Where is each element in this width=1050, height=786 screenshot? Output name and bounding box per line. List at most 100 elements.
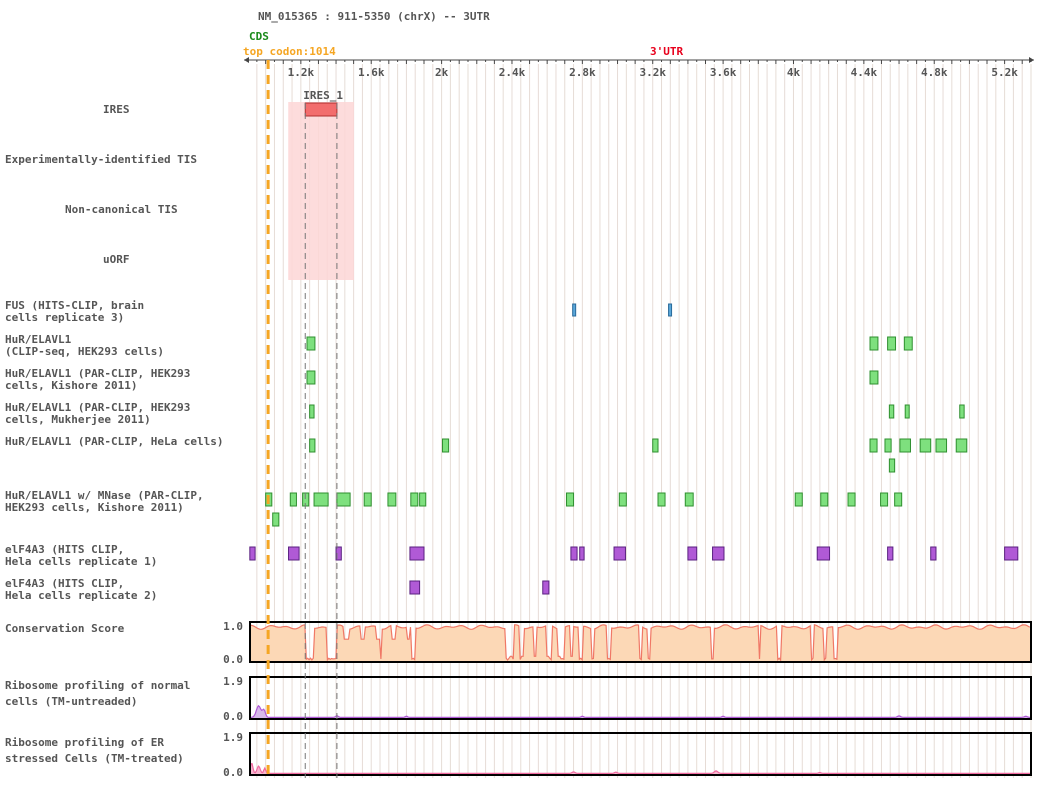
marker-lines <box>266 60 338 778</box>
track-label-hur-parclip-kishore: cells, Kishore 2011) <box>5 379 137 392</box>
eif4a3-rep1-site[interactable] <box>1004 546 1019 561</box>
hur-parclip-hela-site[interactable] <box>935 438 948 453</box>
hur-parclip-hela-site[interactable] <box>888 458 896 473</box>
axis-tick-label: 5.2k <box>991 66 1018 79</box>
hur-parclip-hela-site[interactable] <box>869 438 878 453</box>
hur-clipseq-site[interactable] <box>887 336 897 351</box>
conservation-area <box>250 624 1031 662</box>
eif4a3-rep1-site[interactable] <box>712 546 725 561</box>
hur-parclip-hela-site[interactable] <box>919 438 932 453</box>
hur-parclip-hela-site[interactable] <box>652 438 659 453</box>
eif4a3-rep1-site[interactable] <box>570 546 578 561</box>
grid-lines <box>256 64 1032 778</box>
hur-clipseq-site[interactable] <box>869 336 879 351</box>
cds-label: CDS <box>249 30 269 43</box>
ribo-treated-frame <box>249 732 1032 776</box>
hur-parclip-mukherjee-site[interactable] <box>904 404 910 419</box>
track-labels: IRES Experimentally-identified TIS Non-can… <box>5 103 224 765</box>
eif4a3-rep1-site[interactable] <box>930 546 937 561</box>
hur-parclip-kishore-site[interactable] <box>306 370 316 385</box>
conservation-frame <box>249 621 1032 663</box>
fus-binding-site[interactable] <box>668 303 673 317</box>
hur-mnase-site[interactable] <box>313 492 329 507</box>
coordinate-axis: 1.2k 1.6k 2k 2.4k 2.8k 3.2k 3.6k 4k 4.4k 4.8k 5.2k <box>244 57 1034 79</box>
y-max-label: 1.9 <box>223 675 243 688</box>
track-label-ribo-treated: Ribosome profiling of ER <box>5 736 164 749</box>
hur-mnase-site[interactable] <box>880 492 889 507</box>
hur-mnase-site[interactable] <box>618 492 627 507</box>
eif4a3-rep1-site[interactable] <box>288 546 300 561</box>
track-label-eif4a3-rep2: Hela cells replicate 2) <box>5 589 157 602</box>
eif4a3-rep1-site[interactable] <box>816 546 831 561</box>
axis-tick-label: 2.4k <box>499 66 526 79</box>
track-label-ribo-untreated: Ribosome profiling of normal <box>5 679 190 692</box>
hur-mnase-site[interactable] <box>794 492 803 507</box>
ires-highlight-box <box>288 102 354 280</box>
eif4a3-rep1-site[interactable] <box>335 546 342 561</box>
hur-mnase-site[interactable] <box>847 492 856 507</box>
y-max-label: 1.9 <box>223 731 243 744</box>
hur-clipseq-site[interactable] <box>306 336 316 351</box>
fus-binding-site[interactable] <box>572 303 577 317</box>
eif4a3-rep1-site[interactable] <box>409 546 425 561</box>
track-label-hur-parclip-kishore: HuR/ELAVL1 (PAR-CLIP, HEK293 <box>5 367 190 380</box>
axis-tick-label: 2k <box>435 66 449 79</box>
hur-parclip-hela-site[interactable] <box>899 438 911 453</box>
eif4a3-rep2-site[interactable] <box>409 580 421 595</box>
eif4a3-rep1-site[interactable] <box>613 546 626 561</box>
track-label-ribo-treated: stressed Cells (TM-treated) <box>5 752 184 765</box>
hur-mnase-site[interactable] <box>363 492 372 507</box>
hur-mnase-site[interactable] <box>419 492 427 507</box>
track-label-hur-parclip-hela: HuR/ELAVL1 (PAR-CLIP, HeLa cells) <box>5 435 224 448</box>
hur-mnase-site[interactable] <box>387 492 397 507</box>
hur-mnase-site[interactable] <box>684 492 694 507</box>
hur-parclip-mukherjee-site[interactable] <box>888 404 895 419</box>
eif4a3-rep1-site[interactable] <box>249 546 256 561</box>
hur-mnase-site[interactable] <box>894 492 903 507</box>
hur-parclip-hela-site[interactable] <box>441 438 450 453</box>
hur-parclip-hela-site[interactable] <box>955 438 968 453</box>
hur-mnase-site[interactable] <box>657 492 666 507</box>
eif4a3-rep1-site[interactable] <box>579 546 585 561</box>
track-label-eif4a3-rep1: elF4A3 (HITS CLIP, <box>5 543 124 556</box>
y-max-label: 1.0 <box>223 620 243 633</box>
hur-clipseq-site[interactable] <box>903 336 913 351</box>
track-label-fus: FUS (HITS-CLIP, brain <box>5 299 144 312</box>
hur-mnase-site[interactable] <box>336 492 351 507</box>
axis-tick-label: 1.6k <box>358 66 385 79</box>
stop-codon-label: top codon:1014 <box>243 45 336 58</box>
eif4a3-rep1-site[interactable] <box>687 546 698 561</box>
hur-mnase-site[interactable] <box>820 492 829 507</box>
y-min-label: 0.0 <box>223 653 243 666</box>
ires-feature[interactable] <box>304 102 338 117</box>
hur-mnase-site[interactable] <box>289 492 297 507</box>
track-label-hur-clipseq: HuR/ELAVL1 <box>5 333 72 346</box>
hur-mnase-site[interactable] <box>566 492 575 507</box>
ires-feature-label: IRES_1 <box>303 89 343 102</box>
eif4a3-rep1-site[interactable] <box>887 546 894 561</box>
eif4a3-rep2-site[interactable] <box>542 580 550 595</box>
track-label-fus: cells replicate 3) <box>5 311 124 324</box>
track-label-eif4a3-rep1: Hela cells replicate 1) <box>5 555 157 568</box>
signal-tracks: 1.0 0.0 1.9 0.0 1.9 0.0 <box>223 620 1032 779</box>
track-label-uorf: uORF <box>103 253 130 266</box>
hur-mnase-site[interactable] <box>272 512 280 527</box>
axis-tick-label: 4.8k <box>921 66 948 79</box>
hur-parclip-hela-site[interactable] <box>884 438 892 453</box>
track-label-ribo-untreated: cells (TM-untreaded) <box>5 695 137 708</box>
ribo-untreated-frame <box>249 676 1032 720</box>
hur-parclip-hela-site[interactable] <box>309 438 316 453</box>
axis-tick-label: 3.6k <box>710 66 737 79</box>
hur-parclip-kishore-site[interactable] <box>869 370 879 385</box>
track-label-hur-clipseq: (CLIP-seq, HEK293 cells) <box>5 345 164 358</box>
ires-region-highlight <box>288 102 354 280</box>
hur-mnase-site[interactable] <box>410 492 419 507</box>
ribo-treated-line <box>249 763 1031 774</box>
track-label-exp-tis: Experimentally-identified TIS <box>5 153 197 166</box>
track-label-eif4a3-rep2: elF4A3 (HITS CLIP, <box>5 577 124 590</box>
hur-parclip-mukherjee-site[interactable] <box>309 404 315 419</box>
track-label-hur-parclip-mukherjee: HuR/ELAVL1 (PAR-CLIP, HEK293 <box>5 401 190 414</box>
hur-parclip-mukherjee-site[interactable] <box>959 404 965 419</box>
y-min-label: 0.0 <box>223 710 243 723</box>
